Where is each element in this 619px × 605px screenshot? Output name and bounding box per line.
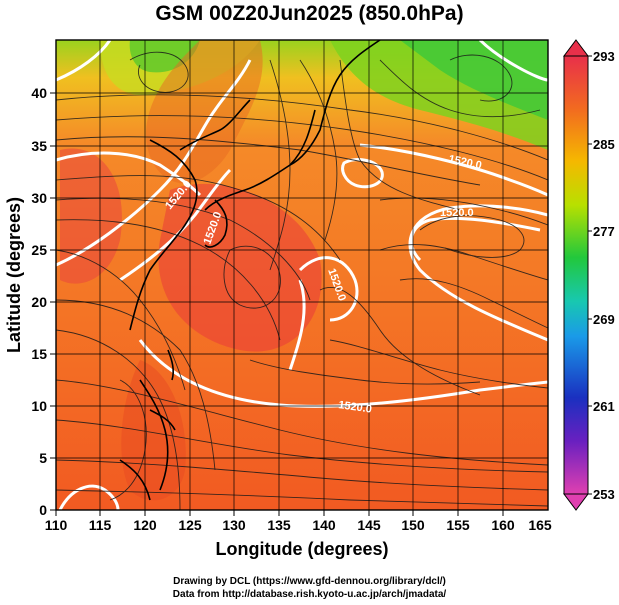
x-tick-label: 120 (133, 517, 157, 533)
x-axis-label: Longitude (degrees) (215, 539, 388, 559)
y-tick-label: 0 (39, 502, 47, 518)
y-tick-label: 35 (31, 138, 47, 154)
contour-label: 1520.0 (338, 399, 373, 416)
y-tick-label: 5 (39, 450, 47, 466)
y-tick-label: 10 (31, 398, 47, 414)
colorbar-tick-label: 269 (593, 312, 615, 327)
y-axis-label: Latitude (degrees) (4, 197, 24, 353)
x-tick-label: 160 (491, 517, 515, 533)
colorbar-tick-label: 261 (593, 399, 615, 414)
x-tick-label: 130 (222, 517, 246, 533)
x-tick-label: 155 (446, 517, 470, 533)
map-title: GSM 00Z20Jun2025 (850.0hPa) (155, 2, 464, 25)
footer-credit-data: Data from http://database.rish.kyoto-u.a… (172, 589, 447, 600)
y-tick-label: 15 (31, 346, 47, 362)
colorbar: 293 285 277 269 261 253 (563, 39, 615, 511)
x-tick-label: 125 (178, 517, 202, 533)
axis-ticks (50, 92, 504, 516)
contour-label: 1520.0 (440, 207, 474, 219)
y-tick-label: 30 (31, 190, 47, 206)
x-tick-label: 150 (401, 517, 425, 533)
y-tick-label: 40 (31, 85, 47, 101)
y-tick-label: 25 (31, 242, 47, 258)
footer-credit-drawing: Drawing by DCL (https://www.gfd-dennou.o… (173, 576, 446, 587)
y-tick-label: 20 (31, 294, 47, 310)
x-tick-label: 140 (312, 517, 336, 533)
colorbar-scale (563, 55, 589, 495)
x-tick-label: 165 (528, 517, 552, 533)
y-tick-labels: 0 5 10 15 20 25 30 35 40 (31, 85, 47, 518)
x-tick-labels: 110 115 120 125 130 135 140 145 150 155 … (45, 517, 552, 533)
colorbar-tick-label: 293 (593, 49, 615, 64)
colorbar-bottom-arrow (563, 493, 589, 511)
x-tick-label: 115 (89, 517, 112, 533)
plot-frame (55, 39, 549, 511)
temperature-field: 1520.0 1520.0 1520.0 1520.0 1520.0 1520.… (56, 40, 548, 510)
colorbar-top-arrow (563, 39, 589, 57)
colorbar-tick-label: 253 (593, 487, 615, 502)
x-tick-label: 145 (357, 517, 381, 533)
map-grid (56, 40, 548, 510)
colorbar-tick-label: 285 (593, 137, 615, 152)
coastlines (119, 40, 381, 501)
x-tick-label: 110 (45, 517, 68, 533)
x-tick-label: 135 (267, 517, 291, 533)
colorbar-tick-label: 277 (593, 224, 615, 239)
